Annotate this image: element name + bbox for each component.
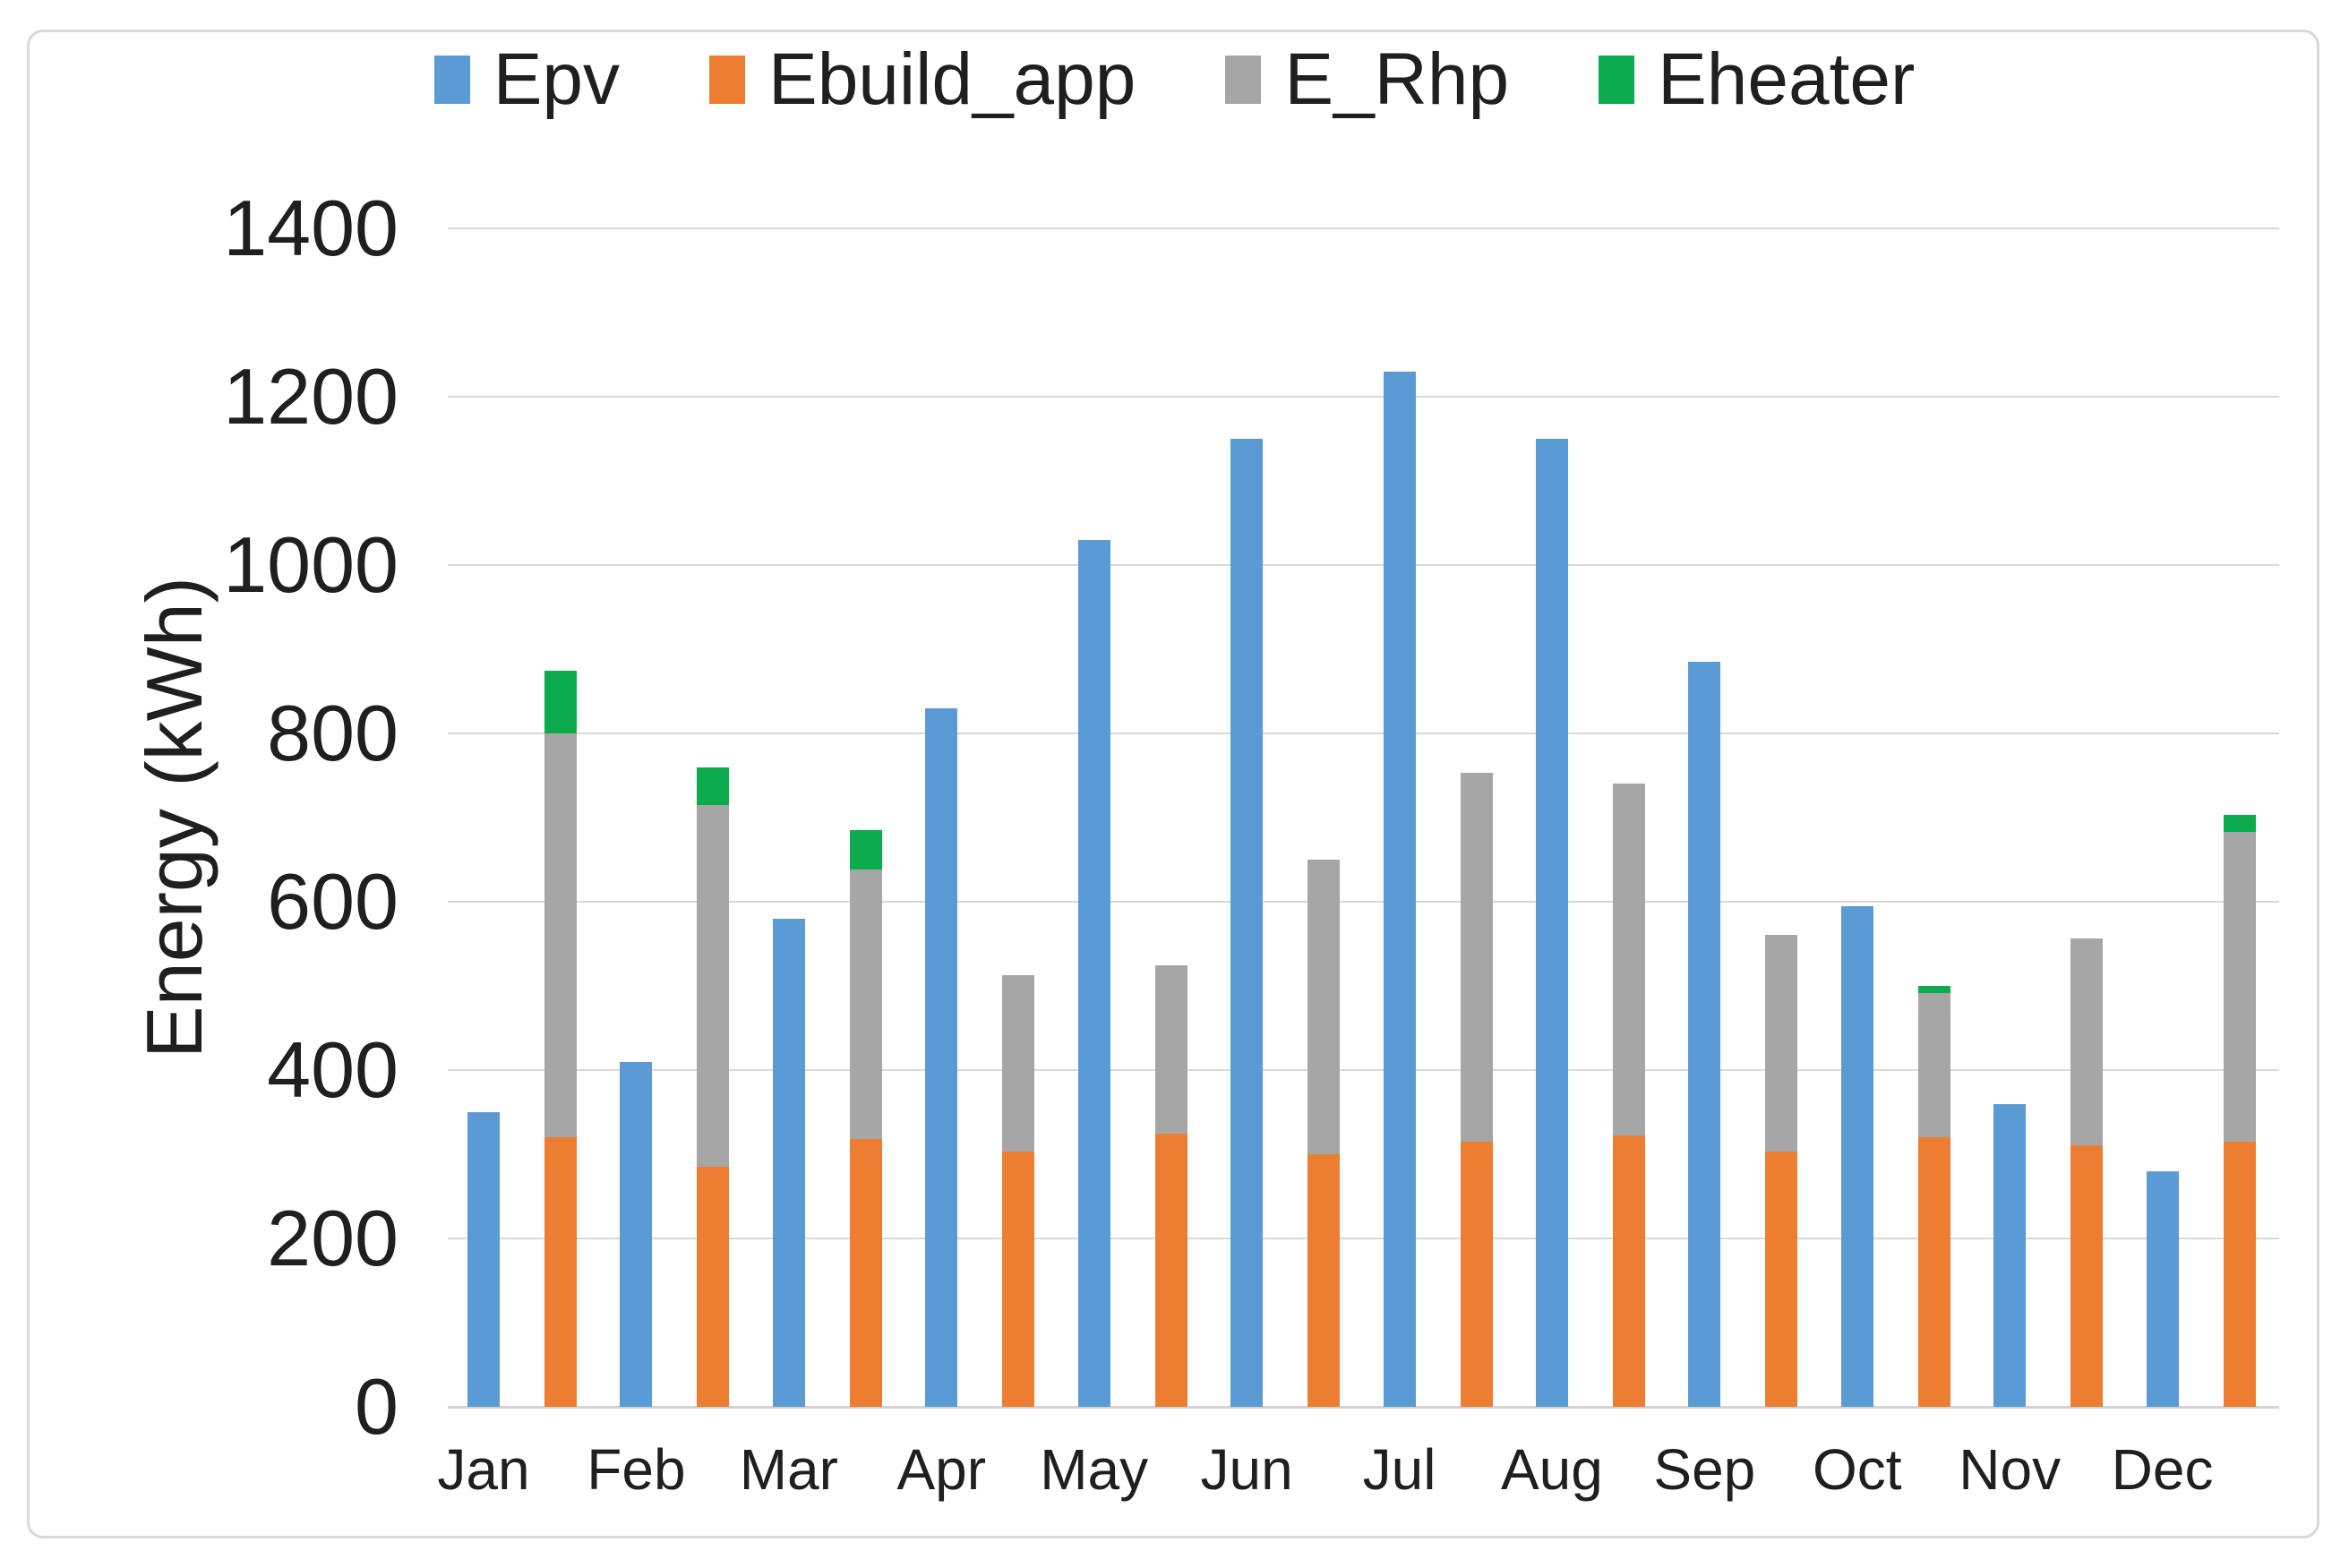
gridline-400: [448, 1069, 2279, 1071]
bar-ebuild_app-jan: [544, 1137, 577, 1407]
x-tick-label: Sep: [1653, 1437, 1756, 1502]
bar-ebuild_app-jun: [1307, 1154, 1341, 1407]
y-tick-label: 1200: [223, 352, 399, 441]
y-tick-label: 800: [267, 689, 399, 777]
gridline-0: [448, 1406, 2279, 1409]
y-tick-label: 200: [267, 1194, 399, 1282]
chart-legend: Epv Ebuild_app E_Rhp Eheater: [0, 43, 2349, 116]
y-tick-label: 0: [355, 1362, 399, 1451]
x-tick-label: Jun: [1200, 1437, 1293, 1502]
x-tick-label: May: [1040, 1437, 1149, 1502]
bar-epv-nov: [1993, 1103, 2027, 1407]
gridline-1200: [448, 396, 2279, 398]
bar-ebuild_app-apr: [1002, 1152, 1035, 1407]
bar-epv-may: [1077, 539, 1110, 1407]
bar-epv-aug: [1535, 439, 1568, 1407]
bar-ebuild_app-jul: [1460, 1141, 1493, 1407]
y-tick-label: 400: [267, 1025, 399, 1114]
bar-e_rhp-aug: [1612, 784, 1645, 1136]
legend-item-e_rhp: E_Rhp: [1225, 43, 1509, 116]
bar-eheater-jan: [544, 670, 577, 733]
x-tick-label: Dec: [2111, 1437, 2214, 1502]
x-tick-label: Nov: [1959, 1437, 2062, 1502]
gridline-800: [448, 733, 2279, 734]
bar-ebuild_app-may: [1154, 1133, 1187, 1407]
gridline-1400: [448, 227, 2279, 229]
legend-swatch-epv-icon: [433, 56, 470, 104]
legend-item-ebuild_app: Ebuild_app: [709, 43, 1136, 116]
y-tick-label: 1400: [223, 184, 399, 272]
bar-epv-apr: [925, 707, 958, 1407]
bar-ebuild_app-nov: [2070, 1144, 2104, 1407]
bar-ebuild_app-dec: [2223, 1141, 2256, 1407]
x-tick-label: Aug: [1500, 1437, 1603, 1502]
x-tick-label: Oct: [1812, 1437, 1902, 1502]
x-tick-label: Jul: [1362, 1437, 1436, 1502]
legend-label: Epv: [493, 39, 620, 120]
bar-eheater-feb: [697, 767, 730, 805]
gridline-600: [448, 901, 2279, 903]
legend-swatch-eheater-icon: [1599, 56, 1635, 104]
bar-eheater-mar: [849, 830, 882, 870]
bar-e_rhp-sep: [1765, 934, 1798, 1152]
bar-ebuild_app-mar: [849, 1139, 882, 1407]
gridline-200: [448, 1238, 2279, 1239]
bar-e_rhp-feb: [697, 804, 730, 1168]
bar-epv-dec: [2146, 1170, 2179, 1407]
bar-e_rhp-may: [1154, 964, 1187, 1134]
bar-epv-oct: [1840, 905, 1873, 1407]
bar-e_rhp-apr: [1002, 974, 1035, 1152]
legend-label: Eheater: [1658, 39, 1916, 120]
y-tick-label: 600: [267, 857, 399, 946]
legend-swatch-ebuild_app-icon: [709, 56, 745, 104]
bar-epv-sep: [1688, 662, 1721, 1407]
x-tick-label: Feb: [587, 1437, 686, 1502]
bar-ebuild_app-oct: [1917, 1137, 1950, 1407]
bar-eheater-oct: [1917, 986, 1950, 993]
x-tick-label: Mar: [739, 1437, 838, 1502]
bar-e_rhp-jan: [544, 733, 577, 1138]
bar-eheater-dec: [2223, 815, 2256, 832]
x-tick-label: Apr: [896, 1437, 987, 1502]
bar-e_rhp-nov: [2070, 938, 2104, 1145]
bar-epv-mar: [772, 918, 805, 1407]
x-tick-label: Jan: [437, 1437, 530, 1502]
bar-e_rhp-jun: [1307, 860, 1341, 1154]
legend-swatch-e_rhp-icon: [1225, 56, 1262, 104]
bar-epv-jun: [1230, 439, 1264, 1407]
bar-e_rhp-oct: [1917, 992, 1950, 1138]
bar-e_rhp-dec: [2223, 831, 2256, 1142]
bar-e_rhp-mar: [849, 870, 882, 1140]
bar-ebuild_app-sep: [1765, 1152, 1798, 1407]
y-axis-title: Energy (kWh): [130, 577, 219, 1058]
gridline-1000: [448, 564, 2279, 566]
bar-ebuild_app-feb: [697, 1167, 730, 1407]
legend-label: E_Rhp: [1284, 39, 1510, 120]
legend-item-epv: Epv: [433, 39, 620, 120]
legend-label: Ebuild_app: [768, 39, 1136, 120]
bar-e_rhp-jul: [1460, 773, 1493, 1142]
legend-item-eheater: Eheater: [1599, 43, 1915, 116]
bar-epv-feb: [620, 1061, 653, 1407]
bar-ebuild_app-aug: [1612, 1135, 1645, 1407]
bar-epv-jan: [467, 1112, 500, 1407]
y-tick-label: 1000: [223, 520, 399, 609]
bar-epv-jul: [1383, 371, 1416, 1407]
